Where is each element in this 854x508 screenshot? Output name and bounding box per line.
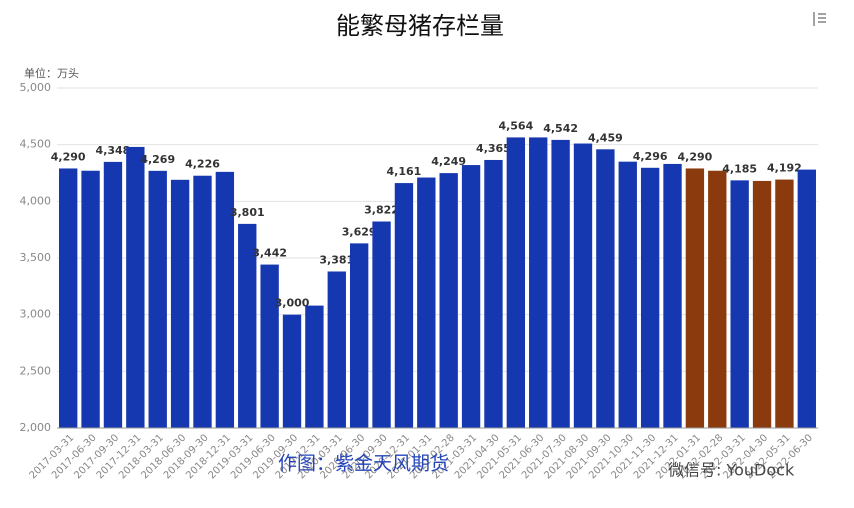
data-label: 4,542	[543, 122, 578, 135]
data-label: 4,459	[588, 131, 623, 144]
y-tick-label: 4,000	[20, 194, 52, 207]
data-label: 4,269	[140, 153, 175, 166]
bar	[260, 264, 279, 428]
bar	[372, 221, 391, 428]
bar	[417, 177, 436, 428]
data-label: 4,290	[677, 150, 712, 163]
bar	[797, 169, 816, 428]
bar	[305, 305, 324, 428]
data-label: 4,290	[51, 150, 86, 163]
bar	[573, 143, 593, 429]
bar	[461, 165, 481, 429]
bar	[282, 314, 302, 428]
menu-icon[interactable]	[813, 12, 826, 26]
bar	[81, 170, 100, 428]
bar	[148, 170, 167, 428]
y-tick-label: 3,000	[20, 308, 52, 321]
bar	[551, 139, 570, 428]
data-label: 3,381	[319, 253, 354, 266]
bar	[663, 163, 682, 428]
bar	[349, 243, 369, 428]
bar	[752, 180, 772, 428]
data-label: 3,822	[364, 204, 399, 217]
bar	[215, 171, 235, 428]
bar	[126, 146, 145, 428]
bar	[529, 137, 548, 428]
bar	[640, 167, 660, 428]
data-label: 3,629	[342, 225, 377, 238]
data-label: 4,185	[722, 162, 757, 175]
bar	[59, 168, 78, 428]
y-tick-label: 3,500	[20, 251, 52, 264]
bar	[193, 175, 212, 428]
bar	[170, 179, 190, 428]
bar	[708, 170, 727, 428]
data-label: 4,348	[96, 144, 131, 157]
bar	[327, 271, 346, 428]
y-tick-label: 2,500	[20, 364, 52, 377]
data-label: 3,442	[252, 247, 287, 260]
bar	[730, 180, 749, 428]
y-tick-label: 5,000	[20, 81, 52, 94]
bar	[484, 159, 503, 428]
bar	[506, 137, 526, 428]
y-tick-label: 4,500	[20, 138, 52, 151]
watermark: 作图：紫金天风期货	[278, 453, 449, 475]
data-label: 3,801	[230, 206, 265, 219]
data-label: 4,296	[633, 150, 668, 163]
watermark: 微信号: YouDock	[668, 461, 795, 480]
data-label: 3,000	[275, 297, 310, 310]
bar	[596, 149, 615, 428]
bar	[439, 173, 458, 428]
bar	[685, 168, 705, 428]
unit-label: 单位：万头	[24, 66, 79, 80]
chart-title: 能繁母猪存栏量	[336, 12, 504, 40]
data-label: 4,161	[387, 165, 422, 178]
bar	[618, 161, 637, 428]
data-label: 4,564	[498, 119, 533, 132]
data-label: 4,226	[185, 158, 220, 171]
data-label: 4,249	[431, 155, 466, 168]
data-label: 4,192	[767, 162, 802, 175]
bar	[394, 183, 414, 428]
bar	[775, 179, 794, 428]
data-label: 4,365	[476, 142, 511, 155]
bar	[238, 223, 257, 428]
y-tick-label: 2,000	[20, 421, 52, 434]
bar	[103, 161, 123, 429]
